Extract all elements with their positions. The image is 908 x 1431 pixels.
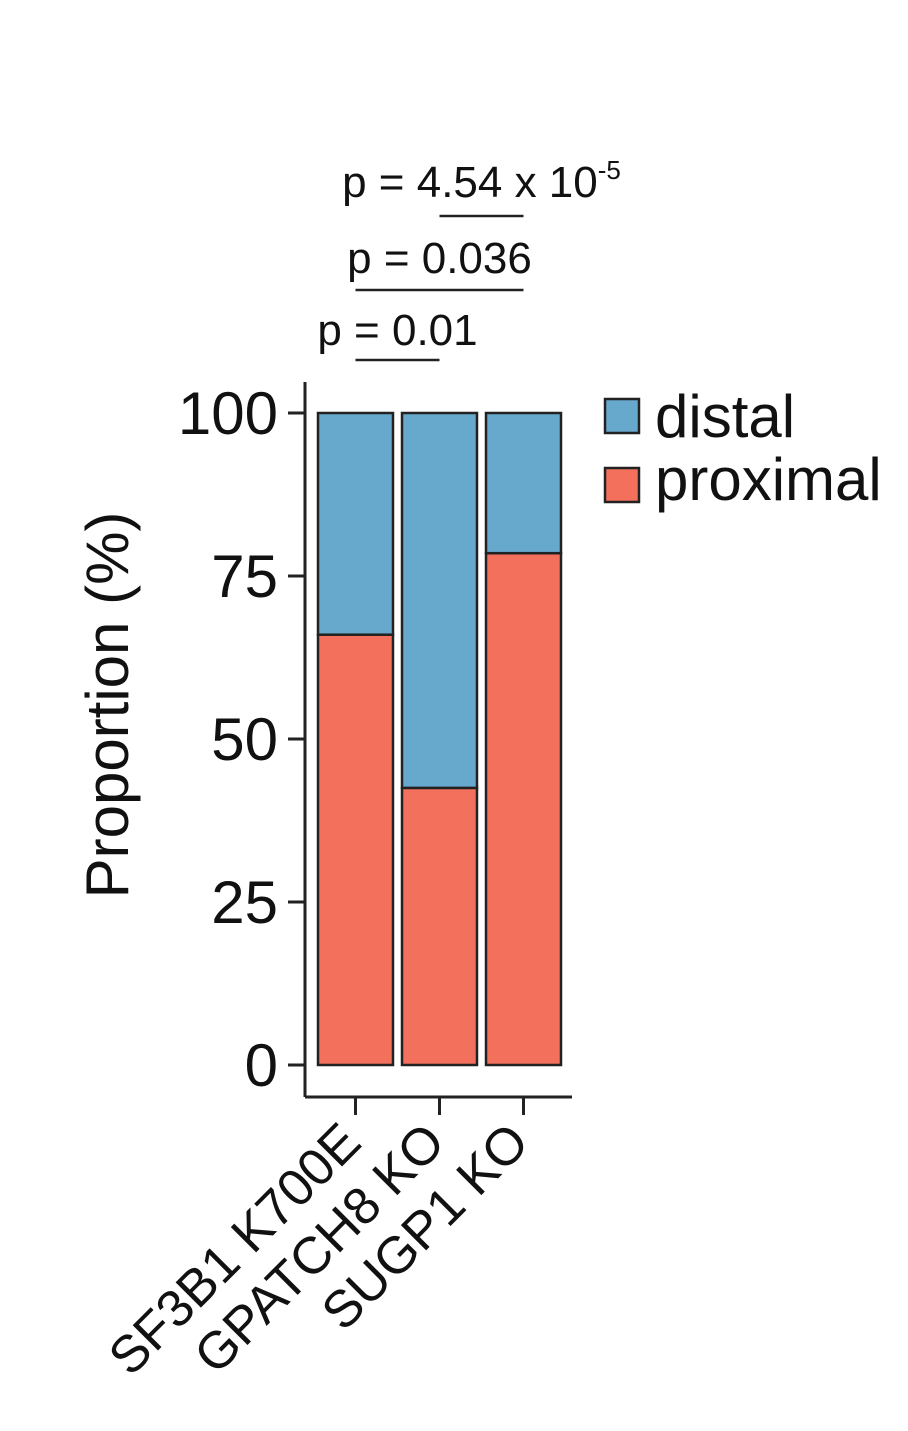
y-tick-label-100: 100 — [178, 380, 278, 447]
y-axis-title: Proportion (%) — [74, 512, 141, 899]
legend: distal proximal — [603, 383, 882, 513]
y-ticks-layer: 0 25 50 75 100 — [178, 380, 305, 1099]
legend-label-distal: distal — [655, 383, 795, 450]
y-tick-label-75: 75 — [211, 543, 278, 610]
significance-annotations: p = 0.01 p = 0.036 p = 4.54 x 10-5 — [317, 155, 621, 362]
bar-proximal-1 — [316, 633, 395, 1067]
y-tick-label-50: 50 — [211, 706, 278, 773]
bar-distal-2 — [400, 411, 479, 790]
p-value-exponent: -5 — [598, 155, 621, 185]
legend-swatch-distal — [603, 397, 641, 435]
bar-proximal-2 — [400, 786, 479, 1067]
legend-label-proximal: proximal — [655, 446, 882, 513]
legend-swatch-proximal — [603, 466, 641, 504]
y-tick-label-25: 25 — [211, 869, 278, 936]
bars-layer — [316, 411, 563, 1067]
p-value-label-2: p = 0.036 — [347, 234, 532, 283]
p-value-label-1: p = 0.01 — [317, 306, 477, 355]
p-value-label-3: p = 4.54 x 10-5 — [342, 155, 621, 207]
bar-distal-3 — [484, 411, 563, 555]
y-tick-label-0: 0 — [245, 1032, 278, 1099]
bar-proximal-3 — [484, 551, 563, 1067]
bar-distal-1 — [316, 411, 395, 636]
